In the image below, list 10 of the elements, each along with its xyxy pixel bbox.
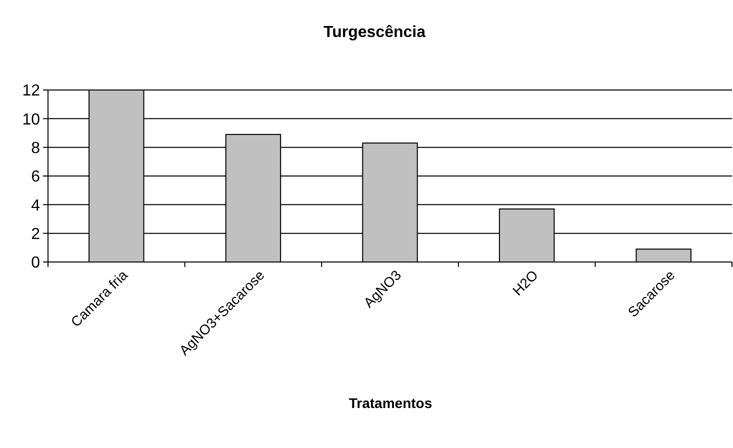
y-tick-label: 6 [31, 168, 40, 186]
x-axis-title: Tratamentos [348, 395, 432, 411]
y-tick-label: 12 [22, 82, 40, 100]
y-tick-label: 2 [31, 226, 40, 243]
y-tick-label: 10 [22, 111, 40, 128]
chart-title: Turgescência [324, 24, 426, 41]
bar [636, 248, 692, 262]
y-tick-label: 4 [31, 197, 40, 214]
y-tick-label: 0 [31, 254, 40, 272]
y-tick-label: 8 [31, 140, 40, 157]
